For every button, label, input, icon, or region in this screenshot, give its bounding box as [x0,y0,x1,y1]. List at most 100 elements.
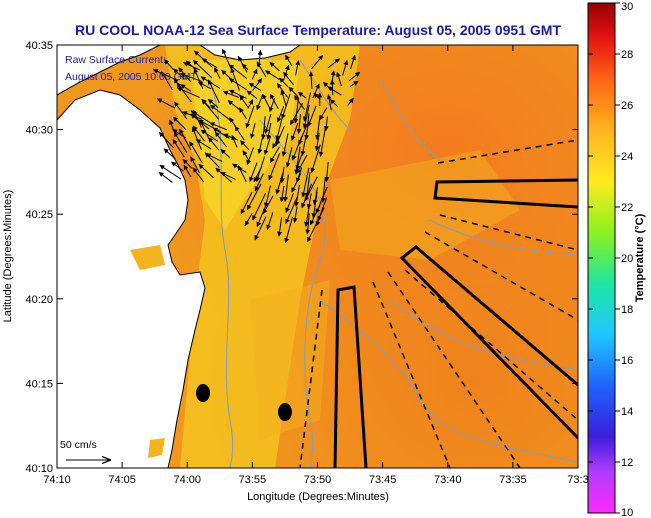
y-axis-ticks: 40:10 40:15 40:20 40:25 40:30 40:35 [25,40,578,475]
current-vector [173,101,188,120]
current-vector [256,61,267,78]
current-vector [256,94,263,111]
current-vector [173,131,188,153]
current-vector [239,107,247,119]
colorbar-tick-label: 18 [621,304,633,316]
colorbar-tick-label: 20 [621,253,633,265]
current-vector [295,60,301,76]
x-tick-label: 74:05 [108,474,136,486]
current-vector [302,104,310,129]
transect-box-south [333,285,368,468]
current-vector [240,191,253,215]
current-vector [298,123,308,146]
current-vector [319,107,328,121]
sst-map [57,45,578,468]
current-vector [281,133,289,157]
marsh-fragment-1 [130,245,165,270]
current-vector [304,176,318,202]
current-vector [257,126,266,155]
current-vector [265,70,280,80]
current-vector [290,122,299,141]
current-vector [290,102,304,126]
current-vector [283,71,295,86]
current-vector [192,59,213,79]
current-vector [342,59,349,76]
land-long-island [57,45,161,96]
current-vector [296,154,308,174]
current-vector [246,183,262,211]
current-vector [297,91,307,99]
current-vector [285,192,294,213]
current-vector [252,78,263,92]
x-tick-label: 73:50 [304,474,332,486]
y-tick-label: 40:30 [25,125,53,137]
current-vector [176,82,192,103]
current-vector [275,172,284,195]
current-vector [300,132,308,157]
current-vector [279,185,285,203]
current-vector [220,171,236,180]
current-vector [304,207,310,227]
x-tick-label: 73:45 [369,474,397,486]
current-vector [349,80,359,87]
transects [299,139,578,468]
mid-shelf-patch [330,150,520,260]
current-vector [246,147,254,165]
current-vector [264,114,272,134]
current-vector [263,135,272,156]
current-vector [254,216,267,241]
current-vector [350,54,356,70]
current-vector [281,93,291,120]
current-vector [158,171,173,183]
current-vector [279,77,289,87]
current-vector [329,79,335,96]
marsh-fragment-2 [148,438,165,458]
current-vector [231,134,238,148]
colorbar-tick-label: 24 [621,151,633,163]
current-vector [315,197,328,227]
buoy-marker-west [196,384,210,402]
current-vector [305,213,311,235]
colorbar-tick-label: 26 [621,100,633,112]
current-vector [159,164,182,180]
current-vector [293,97,300,124]
x-tick-label: 73:55 [239,474,267,486]
current-vector [156,98,176,109]
current-vector [330,70,336,81]
current-vector [284,54,293,67]
current-vector [253,165,263,183]
current-vector [251,68,258,80]
current-vector [180,84,192,92]
current-vector [277,217,283,237]
colorbar-tick-label: 12 [621,457,633,469]
current-vector [228,78,247,91]
current-vector [230,67,240,91]
current-vector [244,213,253,227]
current-vector [313,92,321,100]
current-vector [266,122,272,140]
current-vector [293,95,305,110]
current-vector [190,156,200,174]
current-vector [189,141,203,164]
x-tick-label: 74:00 [173,474,201,486]
current-vector [314,132,320,152]
current-vector [222,90,239,98]
current-vector [228,64,248,79]
current-annotation-line1: Raw Surface Current: [65,54,166,66]
current-vector [220,149,231,158]
current-vector [272,135,281,149]
current-vector [180,72,202,82]
current-vector [292,206,298,224]
current-vector [304,172,311,198]
current-vector [190,110,211,123]
current-vector [221,69,232,80]
current-vector [262,93,271,109]
chart-title: RU COOL NOAA-12 Sea Surface Temperature:… [75,22,561,38]
current-vector [183,164,192,178]
current-vector [245,105,255,129]
current-vector [207,79,220,103]
current-vector [163,148,176,160]
current-vector [252,193,267,221]
current-vector [320,177,326,203]
current-vector [214,131,227,148]
